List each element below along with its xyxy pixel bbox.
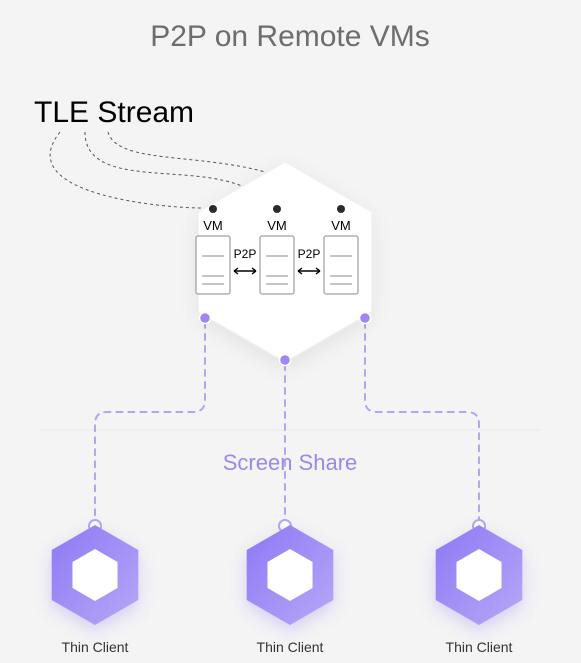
vm-connector-dot-2 (337, 205, 345, 213)
vm-label-1: VM (267, 218, 287, 233)
hex-port-dot-1 (280, 355, 291, 366)
hex-port-dot-0 (200, 313, 211, 324)
vm-connector-dot-0 (209, 205, 217, 213)
vm-label-0: VM (203, 218, 223, 233)
tle-stream-heading: TLE Stream (34, 96, 194, 129)
thin-client-label-2: Thin Client (446, 639, 513, 655)
p2p-label-0: P2P (234, 247, 257, 261)
thin-client-label-0: Thin Client (62, 639, 129, 655)
diagram-canvas: VM VM VM P2P P2P Thin Client Thin Client Thin C… (0, 0, 581, 663)
vm-tile-2 (324, 236, 358, 294)
page-title: P2P on Remote VMs (150, 20, 430, 53)
vm-label-2: VM (331, 218, 351, 233)
screen-share-label: Screen Share (223, 450, 358, 475)
p2p-label-1: P2P (298, 247, 321, 261)
vm-connector-dot-1 (273, 205, 281, 213)
thin-client-label-1: Thin Client (257, 639, 324, 655)
vm-tile-1 (260, 236, 294, 294)
hex-port-dot-2 (360, 313, 371, 324)
vm-tile-0 (196, 236, 230, 294)
